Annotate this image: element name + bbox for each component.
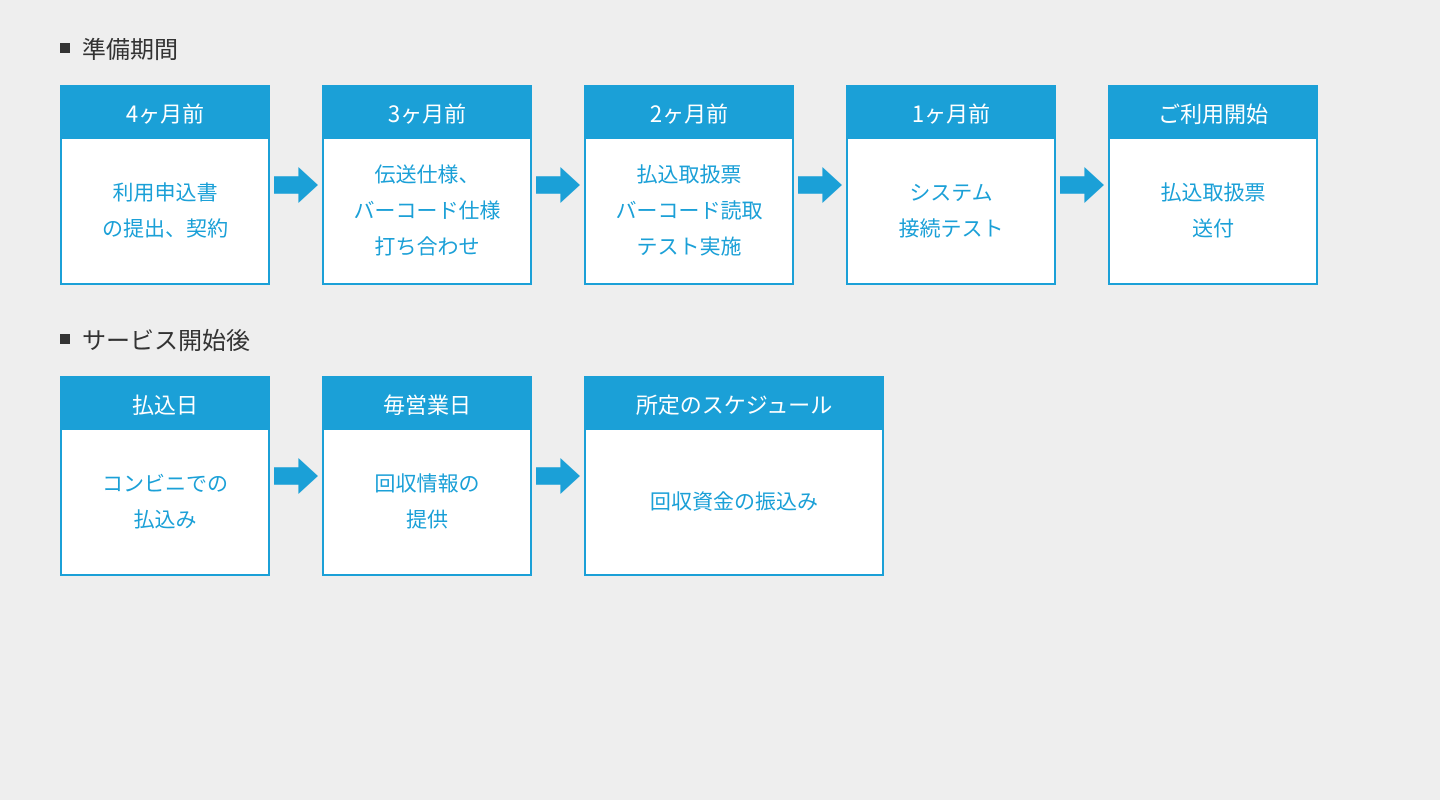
flow-box-header: 1ヶ月前 [848, 87, 1054, 139]
flow-box-body: 回収資金の振込み [586, 430, 882, 574]
arrow-right-icon [270, 85, 322, 285]
flow-box-header: 毎営業日 [324, 378, 530, 430]
arrow-right-icon [794, 85, 846, 285]
flow-box-body: 回収情報の 提供 [324, 430, 530, 574]
flow-box-body: システム 接続テスト [848, 139, 1054, 283]
arrow-right-icon [270, 376, 322, 576]
flow-section: サービス開始後払込日コンビニでの 払込み毎営業日回収情報の 提供所定のスケジュー… [60, 321, 1380, 576]
flow-box-body: 伝送仕様、 バーコード仕様 打ち合わせ [324, 139, 530, 283]
section-title: サービス開始後 [60, 321, 1380, 356]
flow-box-header: 払込日 [62, 378, 268, 430]
flow-box-header: 4ヶ月前 [62, 87, 268, 139]
flow-box-body: 払込取扱票 送付 [1110, 139, 1316, 283]
arrow-right-icon [532, 376, 584, 576]
flow-box: 払込日コンビニでの 払込み [60, 376, 270, 576]
flow-box: 4ヶ月前利用申込書 の提出、契約 [60, 85, 270, 285]
flow-box-body: コンビニでの 払込み [62, 430, 268, 574]
flow-box: 2ヶ月前払込取扱票 バーコード読取 テスト実施 [584, 85, 794, 285]
flow-box: 3ヶ月前伝送仕様、 バーコード仕様 打ち合わせ [322, 85, 532, 285]
flow-box: 所定のスケジュール回収資金の振込み [584, 376, 884, 576]
flow-box-header: 3ヶ月前 [324, 87, 530, 139]
arrow-right-icon [532, 85, 584, 285]
flow-box-body: 払込取扱票 バーコード読取 テスト実施 [586, 139, 792, 283]
flow-row: 払込日コンビニでの 払込み毎営業日回収情報の 提供所定のスケジュール回収資金の振… [60, 376, 1380, 576]
flow-box-header: 所定のスケジュール [586, 378, 882, 430]
section-title: 準備期間 [60, 30, 1380, 65]
flow-section: 準備期間 4ヶ月前利用申込書 の提出、契約 3ヶ月前伝送仕様、 バーコード仕様 打ち… [60, 30, 1380, 285]
flow-box-header: ご利用開始 [1110, 87, 1316, 139]
flow-box-body: 利用申込書 の提出、契約 [62, 139, 268, 283]
flow-box: 1ヶ月前システム 接続テスト [846, 85, 1056, 285]
flow-box: 毎営業日回収情報の 提供 [322, 376, 532, 576]
flow-box-header: 2ヶ月前 [586, 87, 792, 139]
flow-row: 4ヶ月前利用申込書 の提出、契約 3ヶ月前伝送仕様、 バーコード仕様 打ち合わせ 2… [60, 85, 1380, 285]
arrow-right-icon [1056, 85, 1108, 285]
flow-box: ご利用開始払込取扱票 送付 [1108, 85, 1318, 285]
